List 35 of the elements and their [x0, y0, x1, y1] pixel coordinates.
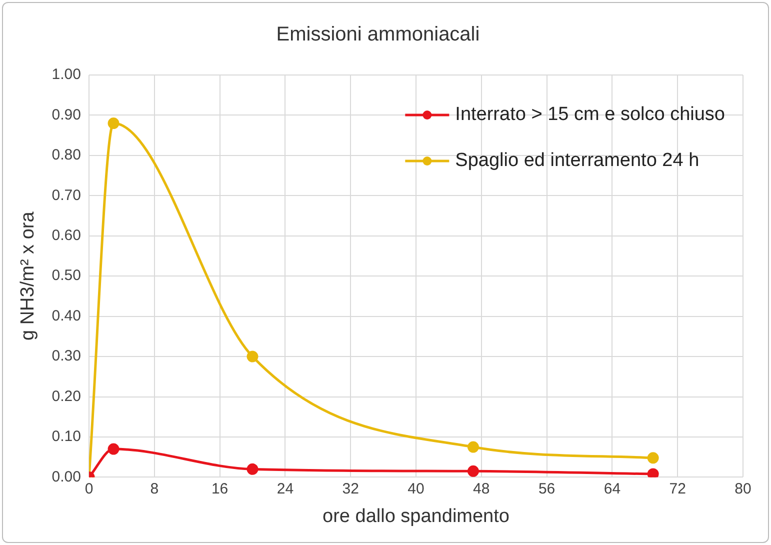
x-tick-label: 56	[538, 480, 556, 498]
point	[108, 443, 120, 455]
y-tick-label: 0.90	[52, 106, 81, 124]
y-tick-label: 0.70	[52, 186, 81, 204]
y-tick-label: 0.60	[52, 227, 81, 244]
legend-label: Interrato > 15 cm e solco chiuso	[455, 104, 726, 126]
x-tick-label: 8	[150, 480, 159, 498]
x-tick-label: 24	[276, 480, 294, 498]
y-tick-label: 0.00	[52, 468, 81, 486]
x-tick-label: 16	[211, 480, 228, 498]
point	[467, 441, 479, 453]
y-axis-title: g NH3/m² x ora	[18, 211, 39, 341]
y-tick-label: 0.80	[52, 146, 81, 164]
x-tick-label: 48	[473, 480, 490, 498]
x-tick-label: 32	[342, 480, 359, 498]
x-axis-title: ore dallo spandimento	[322, 506, 510, 527]
point	[467, 465, 479, 477]
y-tick-label: 0.40	[52, 307, 81, 324]
x-tick-label: 64	[604, 480, 621, 498]
point	[647, 452, 659, 464]
x-tick-label: 80	[734, 480, 752, 498]
x-tick-label: 72	[669, 480, 686, 498]
point	[246, 350, 258, 362]
y-tick-label: 0.10	[52, 428, 81, 446]
y-tick-label: 0.20	[52, 388, 81, 405]
y-tick-label: 1.00	[52, 66, 81, 84]
y-tick-label: 0.30	[52, 348, 81, 365]
chart-title: Emissioni ammoniacali	[276, 24, 480, 46]
point	[647, 468, 659, 478]
point	[108, 118, 120, 130]
legend-label: Spaglio ed interramento 24 h	[455, 150, 700, 172]
x-tick-label: 40	[408, 480, 424, 498]
point	[246, 463, 258, 475]
y-tick-label: 0.50	[52, 267, 81, 284]
x-tick-label: 0	[84, 480, 94, 498]
